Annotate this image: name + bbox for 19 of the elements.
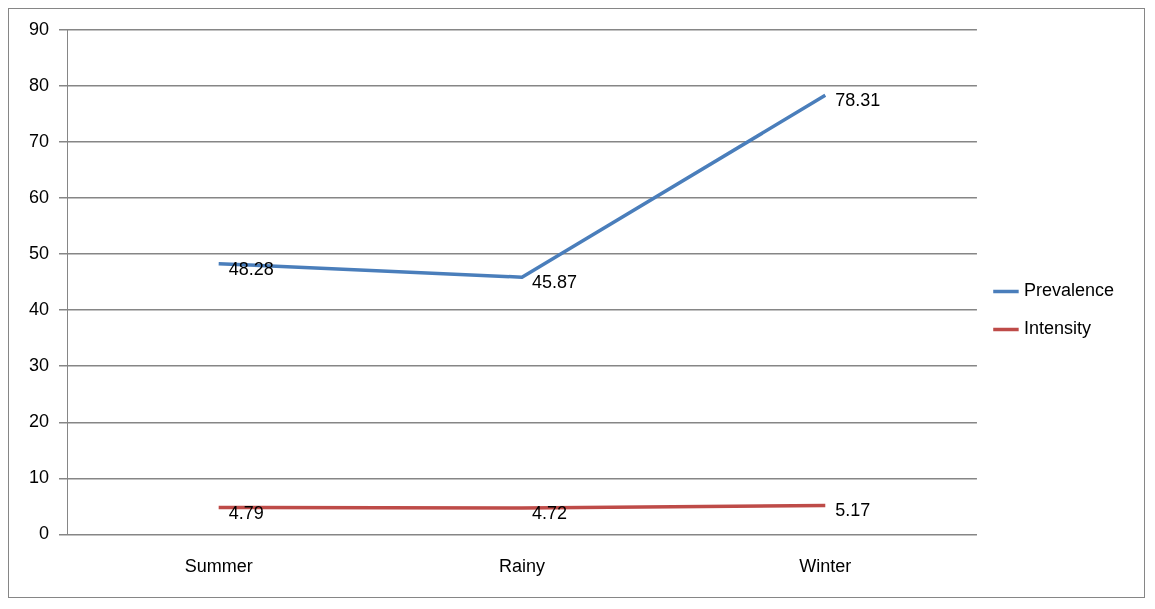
legend-label: Intensity	[1023, 318, 1091, 339]
y-tick-label: 90	[28, 18, 50, 39]
data-label: 45.87	[531, 272, 578, 293]
data-label: 5.17	[835, 500, 871, 521]
y-tick-label: 0	[39, 523, 50, 544]
y-tick-label: 40	[28, 299, 50, 320]
legend-label: Prevalence	[1023, 280, 1115, 301]
x-tick-label: Summer	[184, 556, 253, 577]
y-tick-label: 10	[28, 467, 50, 488]
y-tick-label: 70	[28, 130, 50, 151]
x-tick-label: Rainy	[498, 556, 545, 577]
y-tick-label: 50	[28, 243, 50, 264]
y-tick-label: 60	[28, 186, 50, 207]
data-label: 78.31	[835, 90, 881, 111]
y-tick-label: 30	[28, 355, 50, 376]
data-label: 4.72	[531, 502, 568, 523]
y-tick-label: 20	[28, 411, 50, 432]
x-tick-label: Winter	[799, 556, 852, 577]
y-tick-label: 80	[28, 74, 50, 95]
